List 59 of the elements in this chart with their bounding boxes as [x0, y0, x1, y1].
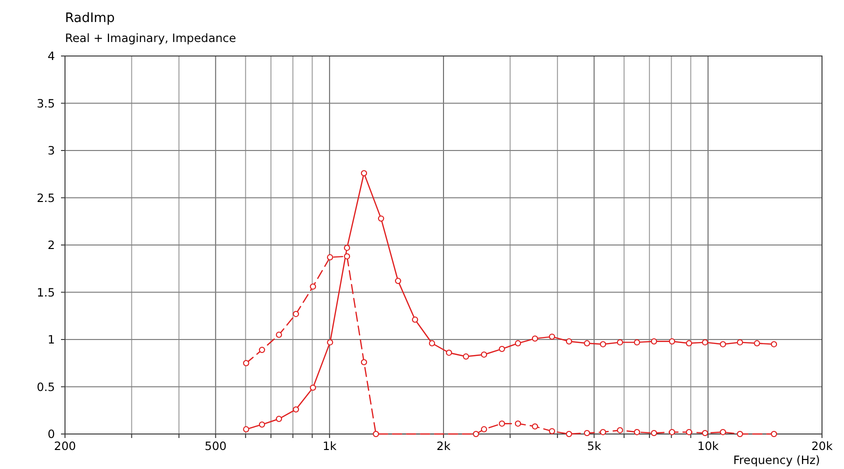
y-tick-label: 2	[48, 238, 55, 252]
point	[584, 340, 590, 346]
x-tick-label: 10k	[697, 439, 720, 453]
point	[428, 340, 436, 346]
point	[650, 338, 658, 344]
point	[770, 341, 778, 348]
x-tick-label: 500	[204, 439, 227, 453]
point	[600, 341, 606, 348]
point	[258, 421, 266, 428]
point	[634, 339, 640, 346]
x-tick-label: 200	[54, 439, 76, 453]
point	[276, 416, 282, 422]
point	[514, 340, 522, 346]
point	[498, 346, 506, 352]
point	[360, 359, 368, 366]
y-tick-label: 2.5	[36, 190, 55, 205]
y-tick-label: 0	[48, 427, 55, 441]
point	[243, 360, 250, 366]
point	[668, 338, 676, 344]
point	[480, 352, 488, 358]
y-tick-label: 1.5	[36, 285, 55, 300]
point	[686, 340, 692, 346]
point	[243, 426, 250, 432]
point	[702, 339, 708, 346]
point	[462, 353, 470, 360]
point	[292, 310, 300, 318]
point	[310, 283, 316, 290]
x-axis-title: Frequency (Hz)	[733, 453, 820, 467]
point	[548, 334, 556, 340]
x-tick-label: 1k	[322, 439, 337, 453]
point	[310, 384, 316, 391]
point	[344, 253, 350, 260]
point	[326, 254, 334, 260]
point	[378, 215, 384, 222]
point	[532, 335, 538, 342]
point	[446, 350, 452, 356]
x-tick-label: 2k	[436, 439, 451, 453]
point	[258, 346, 266, 353]
point	[754, 340, 760, 346]
y-tick-label: 3	[48, 144, 55, 158]
y-tick-label: 0.5	[36, 380, 55, 394]
y-tick-label: 3.5	[36, 96, 55, 110]
point	[292, 406, 300, 413]
point	[344, 244, 350, 251]
chart-subtitle: Real + Imaginary, Impedance	[65, 31, 236, 45]
point	[616, 339, 624, 346]
point	[326, 339, 334, 346]
x-tick-label: 20k	[811, 439, 833, 453]
x-tick-label: 5k	[587, 439, 602, 453]
point	[360, 170, 368, 176]
point	[736, 339, 744, 346]
point	[720, 341, 726, 348]
point	[276, 332, 282, 338]
point	[412, 316, 418, 323]
y-tick-label: 4	[48, 49, 55, 63]
point	[394, 278, 402, 284]
point	[566, 338, 572, 344]
y-tick-label: 1	[48, 332, 55, 346]
chart-title: RadImp	[65, 11, 115, 26]
